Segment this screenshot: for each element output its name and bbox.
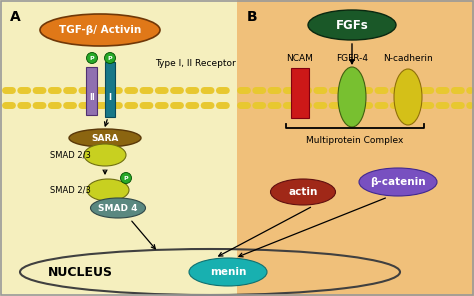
Text: TGF-β/ Activin: TGF-β/ Activin <box>59 25 141 35</box>
Ellipse shape <box>271 179 336 205</box>
Text: SMAD 2/3: SMAD 2/3 <box>50 186 91 194</box>
Ellipse shape <box>308 10 396 40</box>
Text: SMAD 4: SMAD 4 <box>98 204 138 213</box>
Circle shape <box>86 52 98 64</box>
Text: N-cadherin: N-cadherin <box>383 54 433 63</box>
Text: SMAD 2/3: SMAD 2/3 <box>50 150 91 160</box>
Ellipse shape <box>40 14 160 46</box>
Ellipse shape <box>394 69 422 125</box>
Text: SARA: SARA <box>91 133 118 142</box>
Text: actin: actin <box>288 187 318 197</box>
Text: P: P <box>90 56 94 60</box>
Circle shape <box>104 52 116 64</box>
Text: FGFR-4: FGFR-4 <box>336 54 368 63</box>
Text: A: A <box>10 10 21 24</box>
Bar <box>105 62 115 117</box>
Text: P: P <box>108 56 112 60</box>
Text: Multiprotein Complex: Multiprotein Complex <box>306 136 404 144</box>
Circle shape <box>120 173 131 184</box>
Text: P: P <box>124 176 128 181</box>
Text: II: II <box>89 93 95 102</box>
Ellipse shape <box>87 179 129 201</box>
Text: B: B <box>247 10 258 24</box>
Text: β-catenin: β-catenin <box>370 177 426 187</box>
Text: NUCLEUS: NUCLEUS <box>47 266 112 279</box>
Text: menin: menin <box>210 267 246 277</box>
Text: FGFs: FGFs <box>336 19 368 31</box>
Ellipse shape <box>69 129 141 147</box>
Bar <box>86 67 97 115</box>
Ellipse shape <box>338 67 366 127</box>
Text: NCAM: NCAM <box>287 54 313 63</box>
Text: Type I, II Receptor: Type I, II Receptor <box>155 59 236 67</box>
Ellipse shape <box>84 144 126 166</box>
Bar <box>237 0 474 296</box>
Bar <box>291 68 309 118</box>
Bar <box>0 0 237 296</box>
Text: I: I <box>109 93 111 102</box>
Ellipse shape <box>189 258 267 286</box>
Ellipse shape <box>91 198 146 218</box>
Ellipse shape <box>359 168 437 196</box>
